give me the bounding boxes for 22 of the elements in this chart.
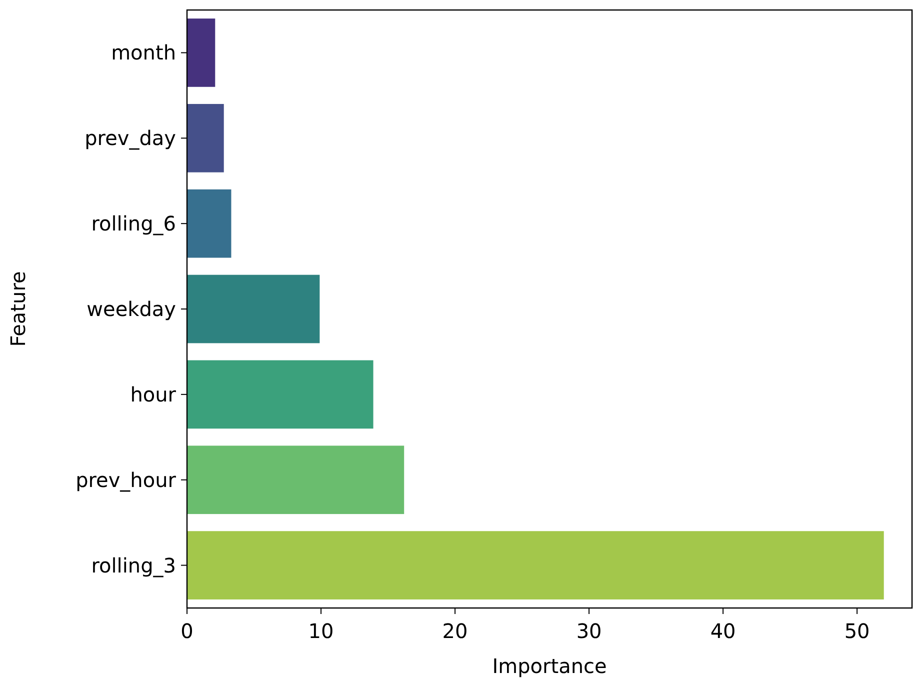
x-tick-label: 0 xyxy=(180,619,194,643)
y-axis-title: Feature xyxy=(6,271,30,347)
y-tick-label: month xyxy=(111,40,176,65)
bar xyxy=(187,104,224,172)
bar xyxy=(187,531,884,600)
bar xyxy=(187,18,216,87)
y-tick-label: rolling_3 xyxy=(91,553,176,578)
bar xyxy=(187,360,374,429)
x-tick-label: 10 xyxy=(308,619,334,643)
x-tick-label: 20 xyxy=(442,619,468,643)
y-tick-label: hour xyxy=(130,382,177,406)
bar xyxy=(187,189,232,258)
bar xyxy=(187,274,320,344)
x-tick-label: 50 xyxy=(844,619,870,643)
x-tick-label: 40 xyxy=(710,619,736,643)
x-axis-title: Importance xyxy=(492,654,607,678)
y-tick-label: rolling_6 xyxy=(91,212,176,236)
x-tick-label: 30 xyxy=(576,619,602,643)
bar xyxy=(187,446,404,514)
y-tick-label: prev_hour xyxy=(76,468,177,492)
y-tick-label: prev_day xyxy=(84,126,176,150)
y-tick-label: weekday xyxy=(86,297,176,321)
